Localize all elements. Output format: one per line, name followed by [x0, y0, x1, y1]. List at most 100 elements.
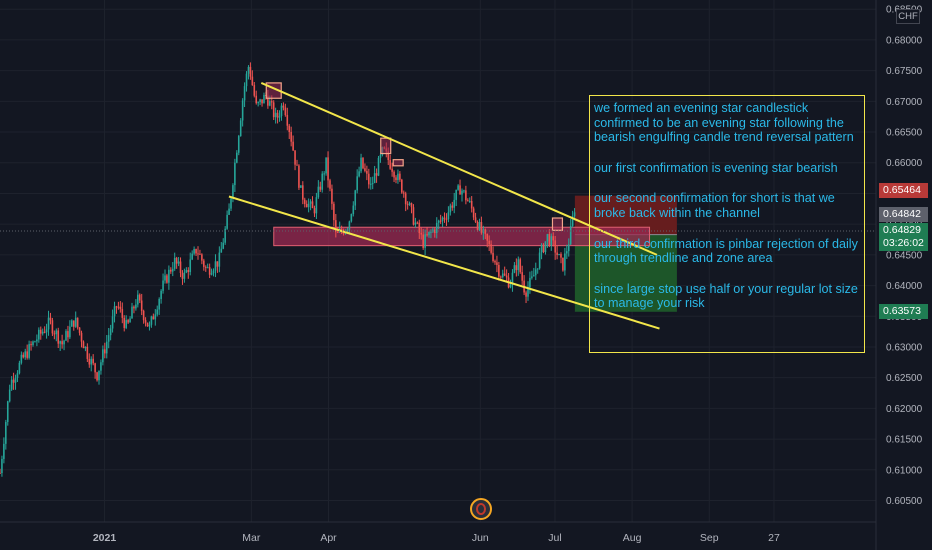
candle-body — [204, 266, 207, 268]
y-tick-label: 0.66500 — [886, 128, 923, 139]
candle-body — [146, 322, 149, 327]
candle-body — [243, 86, 246, 101]
candle-body — [468, 201, 471, 203]
candle-body — [41, 331, 44, 334]
candle-body — [447, 212, 450, 220]
candle-body — [107, 335, 110, 342]
candle-body — [453, 199, 456, 208]
candle-body — [325, 157, 327, 174]
candle-body — [63, 340, 65, 345]
annotation-box[interactable]: we formed an evening star candlestick co… — [589, 95, 865, 353]
candle-body — [140, 300, 143, 311]
x-tick-label: Aug — [623, 532, 642, 544]
candle-body — [65, 331, 67, 341]
candle-body — [109, 328, 112, 336]
candle-body — [533, 275, 535, 277]
candle-body — [286, 114, 289, 126]
candle-body — [104, 349, 106, 354]
candle-body — [428, 231, 430, 236]
candle-body — [397, 173, 399, 181]
currency-label[interactable]: CHF — [896, 9, 920, 24]
candle-body — [323, 173, 325, 175]
candle-body — [511, 272, 514, 285]
candle-body — [387, 151, 390, 161]
candle-body — [276, 112, 279, 118]
candle-body — [179, 261, 182, 273]
y-tick-label: 0.61500 — [886, 435, 923, 446]
candle-body — [22, 354, 25, 358]
candle-body — [164, 275, 166, 281]
candle-highlight-marker — [551, 217, 564, 231]
candle-body — [430, 231, 432, 233]
short-position-tool[interactable] — [574, 195, 677, 312]
x-tick-label: 2021 — [93, 532, 117, 544]
y-tick-label: 0.63000 — [886, 342, 923, 353]
candle-body — [51, 320, 54, 334]
candle-body — [352, 205, 355, 215]
candle-body — [199, 253, 201, 255]
candle-body — [393, 171, 395, 178]
candle-body — [270, 101, 273, 103]
candle-body — [156, 309, 159, 315]
candle-body — [461, 190, 463, 195]
candle-body — [346, 229, 349, 231]
candle-body — [8, 389, 11, 402]
tradingview-logo-icon[interactable] — [470, 498, 492, 520]
candle-highlight-marker — [392, 159, 404, 167]
candle-body — [224, 228, 226, 243]
candle-body — [373, 173, 376, 184]
candle-body — [220, 248, 223, 253]
candle-body — [329, 180, 331, 189]
candle-body — [492, 252, 494, 261]
candle-body — [434, 229, 436, 233]
candle-body — [175, 257, 178, 264]
candle-body — [82, 341, 85, 349]
candle-body — [480, 221, 483, 233]
x-tick-label: Apr — [320, 532, 337, 544]
candle-body — [239, 120, 242, 137]
candle-body — [564, 253, 566, 271]
candle-body — [321, 173, 324, 190]
stop-price-tag: 0.65464 — [879, 183, 928, 198]
candle-body — [61, 341, 63, 345]
candle-body — [412, 207, 415, 225]
candle-body — [232, 185, 234, 199]
candle-body — [311, 201, 314, 209]
candle-body — [203, 260, 205, 267]
candle-body — [72, 320, 75, 327]
candle-body — [566, 251, 568, 254]
y-tick-label: 0.67000 — [886, 97, 923, 108]
candle-body — [201, 254, 203, 261]
candle-body — [78, 327, 81, 333]
channel-trendlines[interactable] — [228, 81, 660, 330]
candle-body — [503, 273, 506, 276]
candle-body — [525, 292, 527, 297]
candle-body — [315, 197, 318, 214]
candle-body — [336, 231, 339, 233]
candle-body — [210, 273, 213, 275]
candle-body — [327, 157, 329, 181]
candle-body — [137, 294, 139, 305]
candle-body — [12, 379, 15, 383]
candle-highlight-marker — [380, 137, 392, 155]
candle-body — [571, 216, 574, 226]
candle-body — [183, 272, 186, 279]
candle-body — [148, 324, 151, 327]
candle-body — [115, 306, 118, 308]
candle-body — [160, 290, 162, 300]
candle-body — [335, 220, 337, 232]
y-tick-label: 0.67500 — [886, 66, 923, 77]
logo-mark-icon — [476, 503, 486, 515]
candle-body — [350, 214, 353, 222]
y-tick-label: 0.61000 — [886, 465, 923, 476]
candle-body — [319, 186, 322, 190]
candle-body — [424, 234, 426, 248]
candle-body — [166, 275, 168, 283]
x-tick-label: Jul — [548, 532, 561, 544]
candle-body — [84, 346, 87, 349]
candle-body — [69, 326, 71, 338]
candle-body — [191, 253, 193, 260]
candle-body — [39, 329, 42, 334]
y-tick-label: 0.68000 — [886, 35, 923, 46]
